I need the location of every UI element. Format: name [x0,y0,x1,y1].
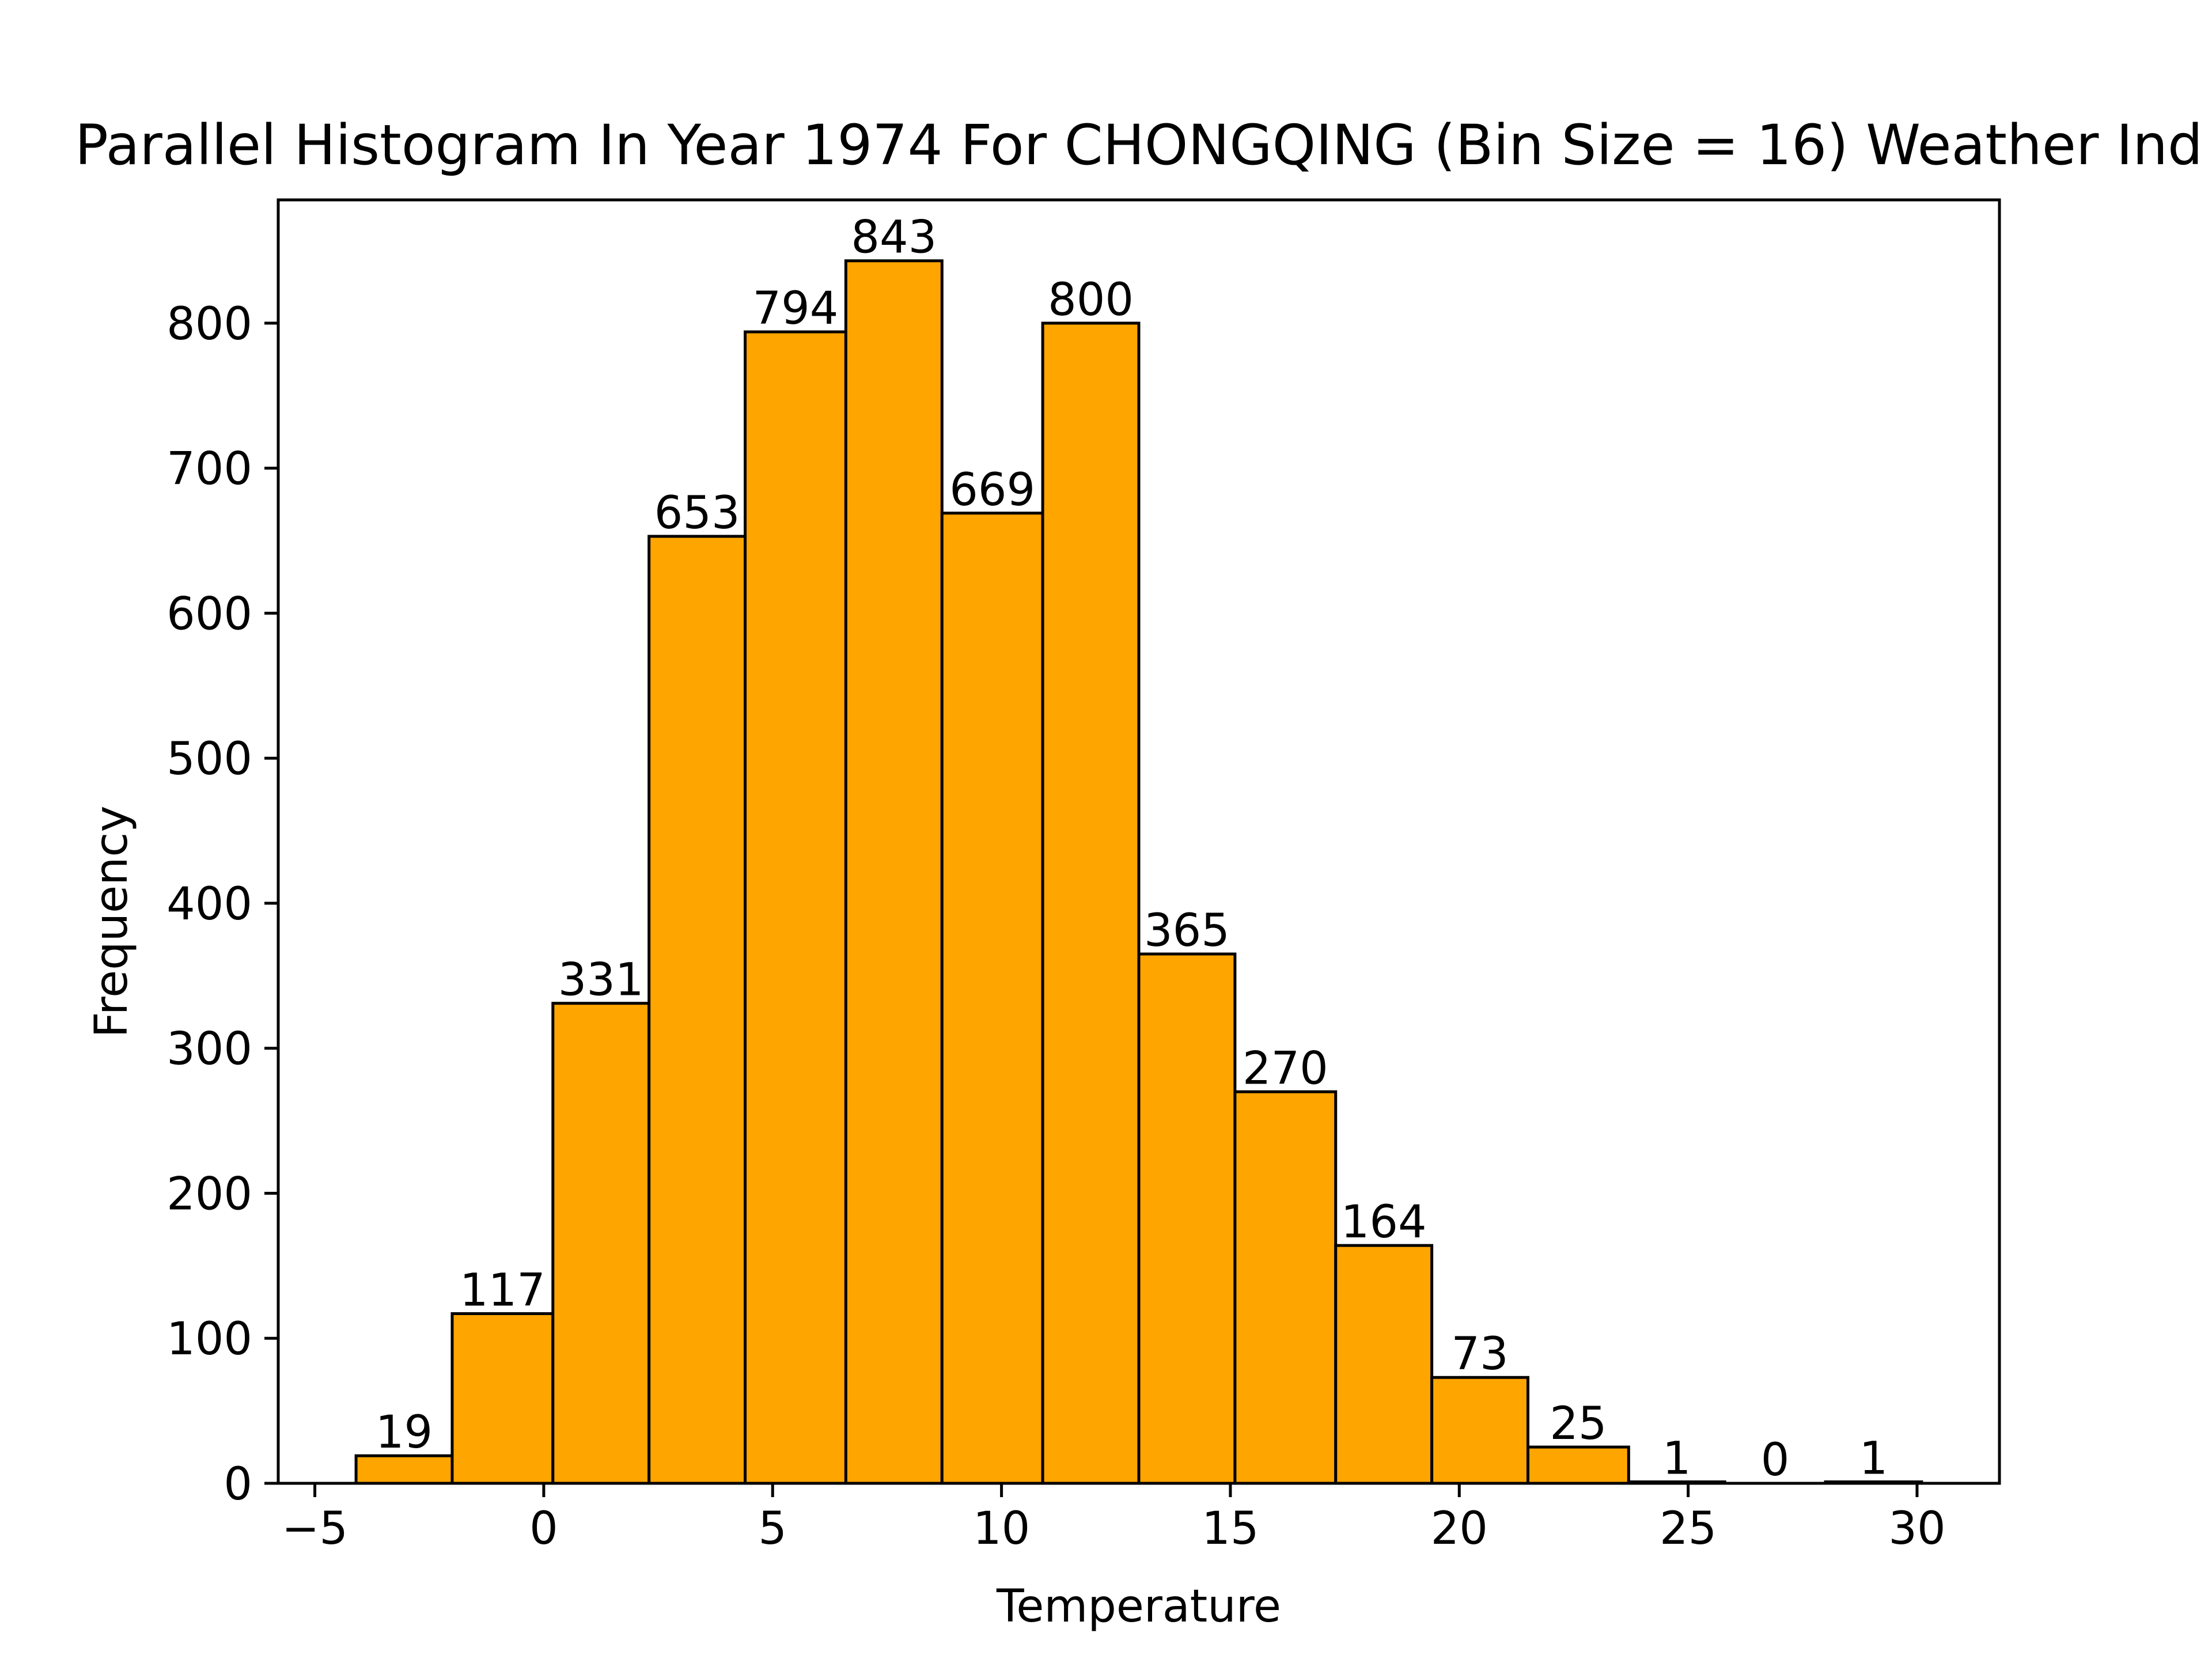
bar-value-label: 25 [1550,1398,1607,1450]
y-tick-label: 700 [166,444,252,495]
y-axis-label: Frequency [86,806,138,1038]
histogram-bar [844,259,944,1485]
histogram-bar [1233,1090,1338,1485]
x-tick-label: 20 [1431,1503,1488,1555]
y-tick-label: 500 [166,733,252,785]
y-tick-label: 800 [166,298,252,350]
plot-frame [276,198,2001,1485]
bar-value-label: 331 [558,955,644,1006]
y-tick-label: 300 [166,1024,252,1075]
bar-value-label: 73 [1451,1328,1508,1380]
histogram-bar [354,1454,454,1485]
histogram-bar [450,1312,555,1485]
y-tick-label: 0 [224,1459,252,1510]
bar-value-label: 365 [1144,905,1230,957]
histogram-bar [647,535,747,1485]
x-tick-label: 25 [1660,1503,1717,1555]
histogram-bar [1430,1376,1529,1485]
histogram-bar [1041,321,1141,1485]
histogram-bar [551,1002,651,1485]
bar-value-label: 1 [1662,1433,1691,1484]
histogram-bar [744,330,847,1485]
histogram-bar [1526,1445,1630,1485]
bar-value-label: 164 [1341,1196,1427,1248]
y-tick-label: 100 [166,1313,252,1365]
y-tick-label: 200 [166,1168,252,1220]
x-tick-label: 15 [1202,1503,1259,1555]
bar-value-label: 117 [460,1264,546,1316]
histogram-bar [1334,1244,1434,1485]
x-tick-label: 30 [1888,1503,1945,1555]
x-tick-label: 10 [973,1503,1030,1555]
x-tick-label: 5 [758,1503,787,1555]
bars-group [354,259,1923,1485]
bar-value-label: 669 [949,464,1035,516]
bar-value-label: 270 [1243,1043,1328,1094]
bar-value-label: 800 [1048,274,1134,326]
x-axis: −5 0 5 10 15 20 25 30 [282,1483,1946,1555]
y-tick-label: 400 [166,878,252,930]
bar-value-label: 1 [1859,1433,1888,1484]
x-tick-label: −5 [282,1503,348,1555]
bar-value-label: 0 [1761,1434,1790,1486]
x-tick-label: 0 [529,1503,558,1555]
bar-value-label: 19 [376,1407,433,1459]
x-axis-label: Temperature [996,1581,1281,1633]
bar-value-label: 653 [654,487,740,539]
chart-title: Parallel Histogram In Year 1974 For CHON… [75,113,2203,177]
bar-value-label: 843 [851,212,937,264]
bar-value-label: 794 [753,283,839,335]
y-axis: 0 100 200 300 400 500 600 700 800 [166,298,278,1510]
y-tick-label: 600 [166,588,252,640]
histogram-bar [940,512,1044,1485]
histogram-bar [1137,952,1237,1485]
